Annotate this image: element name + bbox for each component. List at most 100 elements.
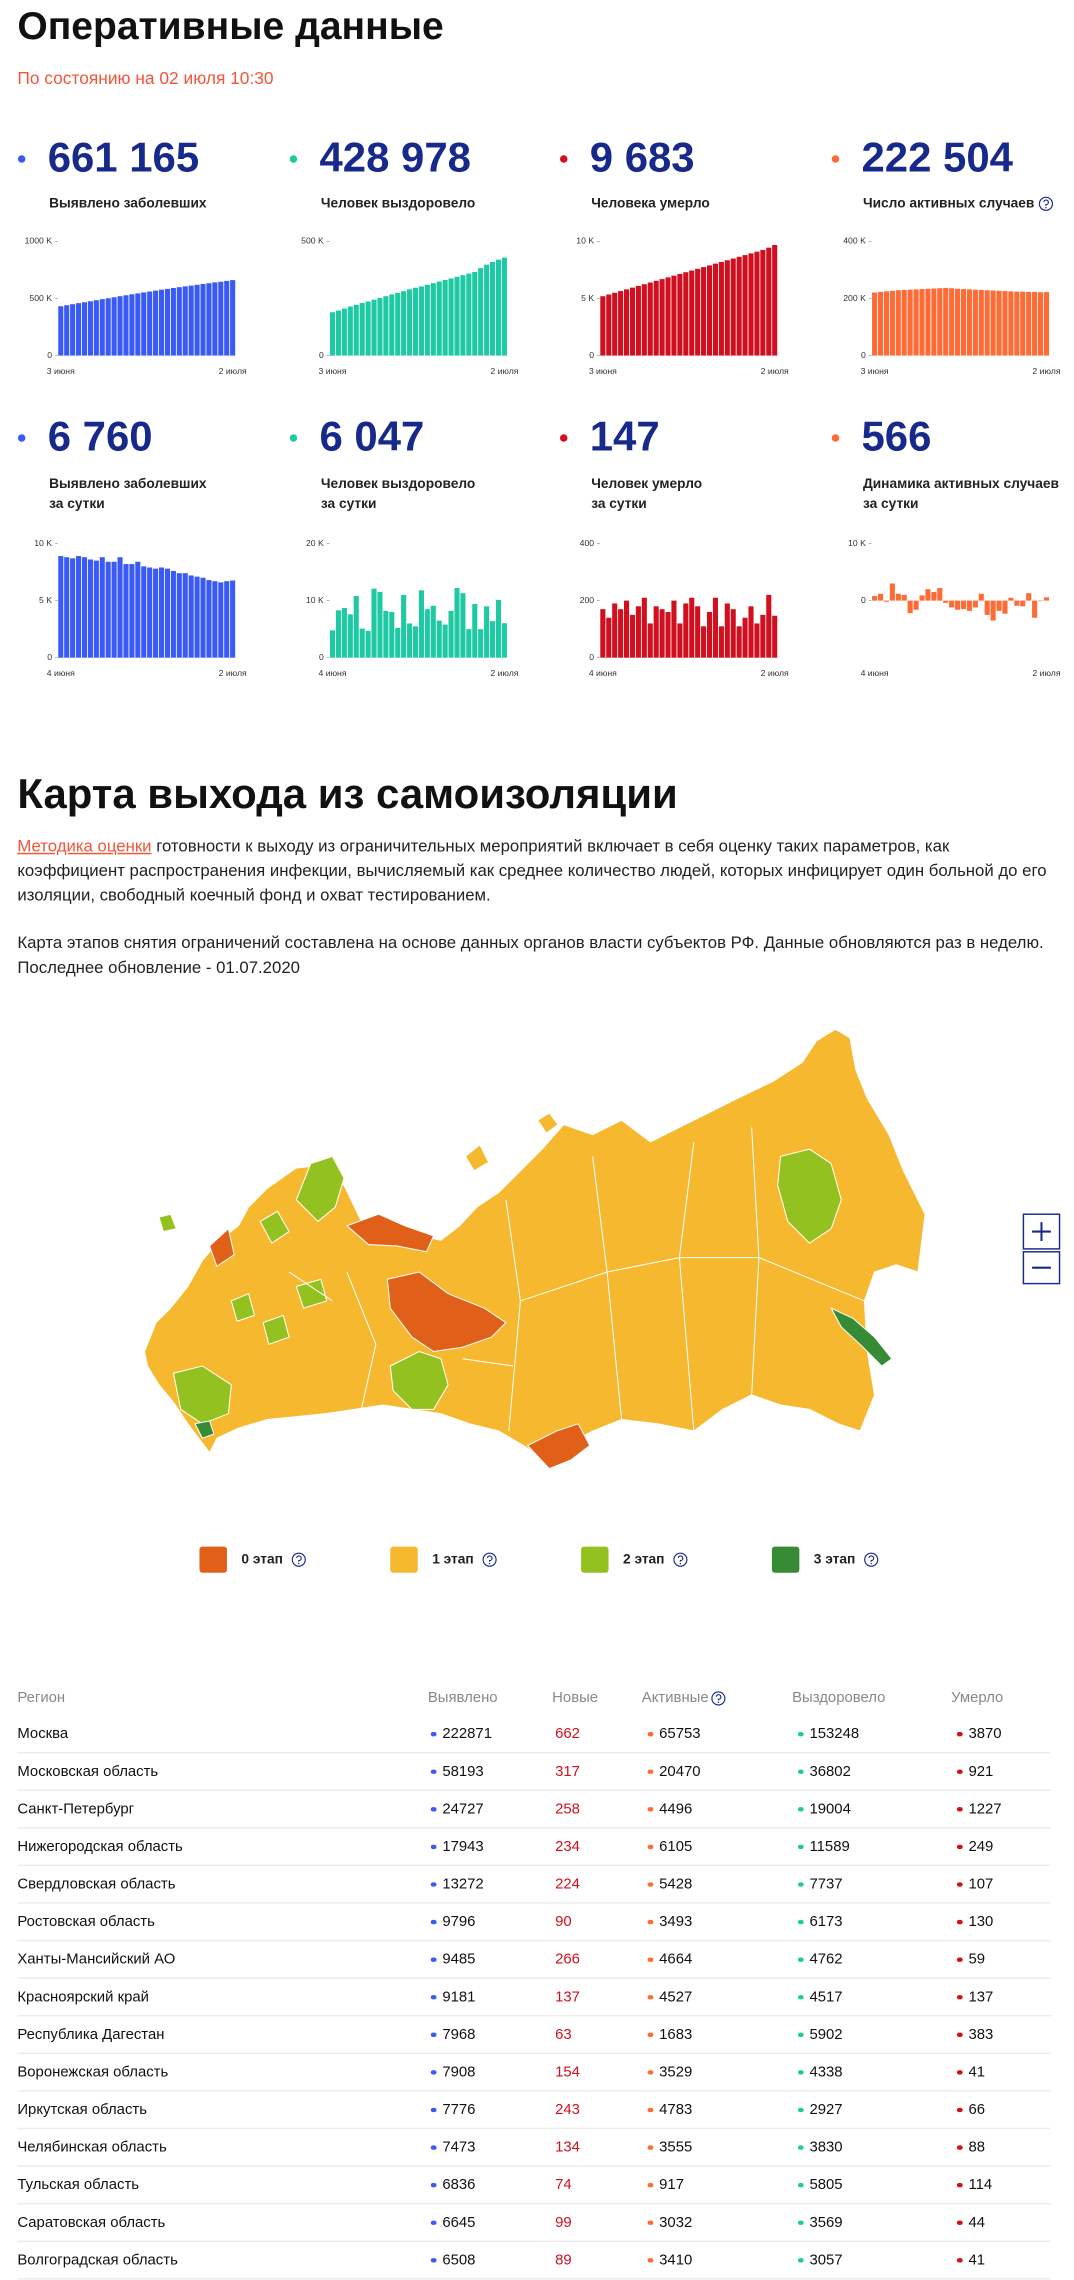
bar [677, 623, 683, 658]
cell-value: 1683 [659, 2026, 693, 2043]
bar [724, 260, 730, 356]
bar [466, 273, 472, 356]
region-stage-2[interactable] [295, 1155, 345, 1223]
region-name: Воронежская область [17, 2064, 169, 2081]
bar [754, 251, 760, 356]
x-tick-label: 3 июня [589, 366, 617, 376]
legend-swatch [581, 1546, 609, 1573]
y-tick-label: 400 [580, 538, 595, 548]
region-stage-0[interactable] [526, 1423, 591, 1470]
value-dot [430, 1956, 436, 1962]
bar [612, 603, 618, 658]
zoom-controls [1022, 1213, 1061, 1285]
value-dot [797, 1844, 804, 1850]
value-dot [797, 1919, 804, 1925]
cell-value: 3569 [809, 2214, 843, 2231]
bar [484, 606, 490, 658]
bar [218, 281, 224, 356]
cell-value: 20470 [659, 1763, 701, 1780]
value-dot [430, 2219, 436, 2226]
y-tick-label: 10 K [576, 236, 594, 246]
table-row: Красноярский край 9181 137 4527 4517 137 [17, 1979, 1051, 2017]
x-tick-label: 3 июня [319, 366, 347, 376]
bar [224, 280, 230, 356]
cell-value: 154 [555, 2064, 580, 2081]
bar [353, 596, 359, 658]
bar [347, 306, 353, 356]
region-stage-1[interactable] [144, 1028, 926, 1464]
region-stage-0[interactable] [386, 1271, 507, 1353]
bar [188, 575, 194, 658]
bar [495, 259, 502, 356]
region-stage-1[interactable] [464, 1112, 559, 1172]
region-name: Москва [17, 1725, 69, 1742]
bar [907, 600, 913, 614]
region-stage-0[interactable] [209, 1227, 235, 1268]
bar [472, 272, 478, 356]
value-dot [647, 1806, 653, 1812]
region-stage-2[interactable] [230, 1210, 328, 1345]
bar [147, 567, 153, 658]
value-dot [956, 1806, 963, 1812]
region-name: Республика Дагестан [17, 2026, 165, 2043]
column-header: Регион [17, 1690, 66, 1707]
bar [484, 264, 490, 356]
info-icon-dot [679, 1562, 682, 1565]
bar [448, 278, 454, 356]
info-icon[interactable] [1038, 196, 1054, 211]
cell-value: 6173 [809, 1913, 843, 1930]
region-stage-2[interactable] [158, 1213, 178, 1233]
info-icon-glyph [1043, 199, 1049, 206]
info-icon-ring [673, 1552, 688, 1567]
cell-value: 36802 [809, 1763, 851, 1780]
region-stage-2[interactable] [172, 1365, 232, 1425]
cell-value: 17943 [442, 1838, 484, 1855]
zoom-icons [1032, 1222, 1051, 1269]
info-icon-dot [488, 1562, 491, 1565]
bar [81, 302, 88, 356]
method-link[interactable]: Методика оценки [17, 836, 152, 856]
info-icon[interactable] [673, 1552, 688, 1567]
bar [872, 596, 878, 601]
bar [990, 290, 996, 356]
bar [194, 284, 200, 356]
info-icon[interactable] [291, 1552, 306, 1567]
cell-value: 3555 [659, 2139, 693, 2156]
bar [883, 600, 889, 602]
info-icon[interactable] [711, 1691, 726, 1706]
bar [466, 629, 472, 658]
bar [736, 626, 742, 658]
y-tick-label: 200 [580, 595, 595, 605]
region-stage-3[interactable] [194, 1420, 215, 1439]
cell-value: 6508 [442, 2252, 476, 2268]
bar [695, 606, 701, 658]
region-stage-0[interactable] [345, 1213, 435, 1253]
region-name: Иркутская область [17, 2101, 147, 2118]
region-stage-2[interactable] [777, 1148, 842, 1244]
bar [153, 568, 159, 658]
cell-value: 317 [555, 1763, 580, 1780]
section-title: Карта выхода из самоизоляции [17, 771, 678, 819]
bar [718, 261, 724, 356]
bar [64, 305, 70, 356]
region-stage-3[interactable] [829, 1307, 893, 1367]
region-name: Челябинская область [17, 2139, 167, 2156]
region-name: Тульская область [17, 2176, 140, 2193]
value-dot [430, 2107, 436, 2113]
bar [478, 268, 484, 356]
region-name: Свердловская область [17, 1876, 176, 1893]
info-icon[interactable] [864, 1552, 879, 1567]
info-icon[interactable] [482, 1552, 497, 1567]
cell-value: 13272 [442, 1876, 484, 1893]
bar [182, 286, 188, 356]
bar [889, 290, 895, 356]
bar [105, 561, 111, 658]
info-icon-glyph [715, 1694, 722, 1701]
bar [913, 600, 919, 610]
bar [671, 600, 677, 658]
bar [206, 283, 212, 356]
stat-label: Выявлено заболевших [49, 195, 207, 210]
value-dot [430, 2144, 436, 2150]
bar [978, 289, 984, 356]
region-stage-2[interactable] [389, 1350, 449, 1410]
